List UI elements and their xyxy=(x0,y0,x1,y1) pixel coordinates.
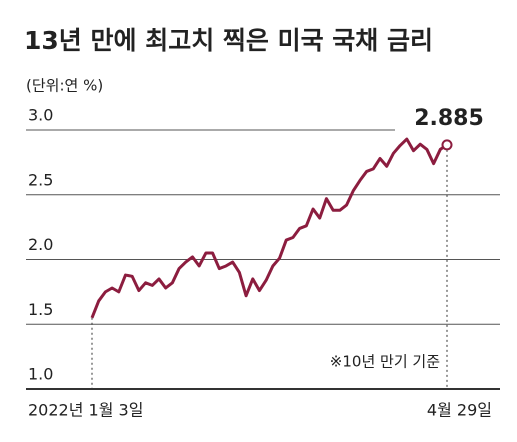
unit-label: (단위:연 %) xyxy=(26,77,103,95)
end-marker xyxy=(441,139,453,151)
y-tick-label: 2.5 xyxy=(28,170,53,189)
data-line xyxy=(90,137,448,319)
y-tick-label: 1.5 xyxy=(28,300,53,319)
note: ※10년 만기 기준 xyxy=(330,353,440,371)
chart-title: 13년 만에 최고치 찍은 미국 국채 금리 xyxy=(24,26,433,55)
y-tick-label: 1.0 xyxy=(28,365,53,384)
y-tick-label: 2.0 xyxy=(28,235,53,254)
y-tick-label: 3.0 xyxy=(28,106,53,125)
value-label: 2.885 xyxy=(414,106,484,131)
x-tick-label: 4월 29일 xyxy=(427,401,492,420)
x-tick-label: 2022년 1월 3일 xyxy=(28,401,143,420)
